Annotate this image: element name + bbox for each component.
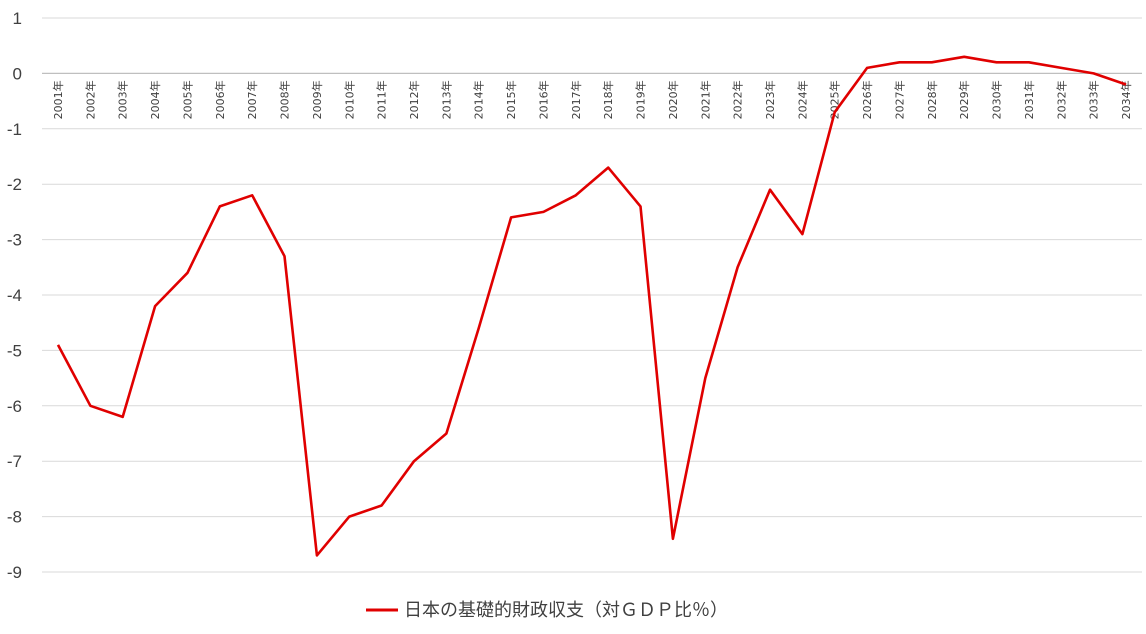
x-tick-label: 2006年: [213, 80, 227, 119]
y-tick-label: 1: [13, 9, 22, 28]
x-tick-label: 2013年: [439, 80, 453, 119]
y-tick-label: -4: [7, 286, 22, 305]
x-tick-label: 2020年: [666, 80, 680, 119]
x-tick-label: 2034年: [1119, 80, 1133, 119]
x-tick-label: 2022年: [731, 80, 745, 119]
x-tick-label: 2015年: [504, 80, 518, 119]
y-tick-label: -2: [7, 175, 22, 194]
series-line-0: [56, 55, 1127, 557]
legend-label: 日本の基礎的財政収支（対ＧＤＰ比％）: [404, 600, 728, 621]
x-tick-label: 2004年: [148, 80, 162, 119]
x-tick-label: 2002年: [83, 80, 97, 119]
x-tick-label: 2005年: [180, 80, 194, 119]
x-tick-label: 2025年: [828, 80, 842, 119]
x-tick-label: 2016年: [536, 80, 550, 119]
x-tick-label: 2018年: [601, 80, 615, 119]
x-tick-label: 2028年: [925, 80, 939, 119]
y-tick-label: 0: [13, 64, 22, 83]
y-tick-label: -3: [7, 231, 22, 250]
x-tick-label: 2024年: [795, 80, 809, 119]
x-tick-label: 2012年: [407, 80, 421, 119]
y-tick-label: -7: [7, 452, 22, 471]
y-axis-ticks: 1 0 -1 -2 -3 -4 -5 -6 -7 -8 -9: [7, 9, 22, 582]
x-tick-label: 2001年: [51, 80, 65, 119]
x-tick-label: 2033年: [1087, 80, 1101, 119]
x-tick-label: 2023年: [763, 80, 777, 119]
x-axis-ticks: 2001年 2002年 2003年 2004年 2005年 2006年 2007年 2008年…: [51, 80, 1133, 119]
x-tick-label: 2019年: [634, 80, 648, 119]
x-tick-label: 2007年: [245, 80, 259, 119]
y-tick-label: -5: [7, 341, 22, 360]
x-tick-label: 2009年: [310, 80, 324, 119]
x-tick-label: 2026年: [860, 80, 874, 119]
x-tick-label: 2011年: [375, 80, 389, 119]
x-tick-label: 2031年: [1022, 80, 1036, 119]
y-tick-label: -9: [7, 563, 22, 582]
x-tick-label: 2017年: [569, 80, 583, 119]
y-tick-label: -6: [7, 397, 22, 416]
gridlines: [42, 17, 1142, 573]
x-tick-label: 2029年: [957, 80, 971, 119]
y-tick-label: -8: [7, 508, 22, 527]
x-tick-label: 2003年: [116, 80, 130, 119]
y-tick-label: -1: [7, 120, 22, 139]
series-group: [56, 55, 1127, 557]
x-tick-label: 2021年: [698, 80, 712, 119]
x-tick-label: 2032年: [1054, 80, 1068, 119]
x-tick-label: 2008年: [278, 80, 292, 119]
x-tick-label: 2014年: [472, 80, 486, 119]
x-tick-label: 2030年: [990, 80, 1004, 119]
x-tick-label: 2027年: [892, 80, 906, 119]
x-tick-label: 2010年: [342, 80, 356, 119]
legend: 日本の基礎的財政収支（対ＧＤＰ比％）: [366, 600, 728, 621]
